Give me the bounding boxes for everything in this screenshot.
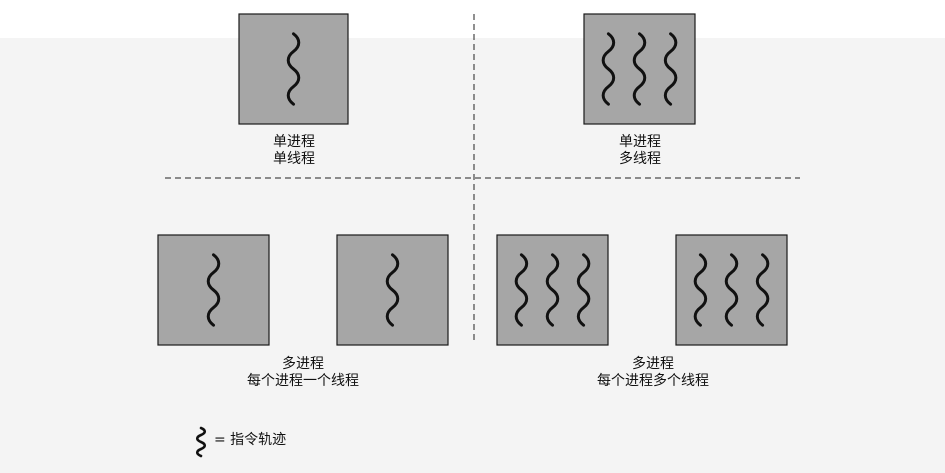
thread-icon (724, 253, 739, 327)
process-box-multi-thread (583, 13, 696, 125)
thread-icon (286, 32, 301, 106)
process-box-single-thread (238, 13, 349, 125)
label-line: 多进程 (632, 356, 674, 372)
process-box-multi-thread-a (496, 234, 609, 346)
label-multi-process-one-thread: 多进程 每个进程一个线程 (223, 356, 383, 390)
thread-icon (545, 253, 560, 327)
label-line: 每个进程一个线程 (247, 373, 359, 389)
thread-icon (632, 32, 647, 106)
thread-icon (514, 253, 529, 327)
thread-icon (693, 253, 708, 327)
wavy-thread-icon (195, 426, 207, 458)
label-line: 单线程 (273, 151, 315, 167)
process-box-one-thread-a (157, 234, 270, 346)
label-line: 每个进程多个线程 (597, 373, 709, 389)
thread-icon (385, 253, 400, 327)
label-multi-process-multi-thread: 多进程 每个进程多个线程 (573, 356, 733, 390)
label-single-process-multi-thread: 单进程 多线程 (600, 134, 680, 168)
label-line: 多线程 (619, 151, 661, 167)
thread-icon (576, 253, 591, 327)
thread-icon (755, 253, 770, 327)
label-line: 单进程 (273, 134, 315, 150)
label-line: 单进程 (619, 134, 661, 150)
process-box-one-thread-b (336, 234, 449, 346)
thread-icon (206, 253, 221, 327)
process-box-multi-thread-b (675, 234, 788, 346)
legend-text: = 指令轨迹 (214, 432, 287, 448)
label-single-process-single-thread: 单进程 单线程 (254, 134, 334, 168)
thread-icon (601, 32, 616, 106)
thread-icon (663, 32, 678, 106)
background-page (0, 38, 945, 473)
label-line: 多进程 (282, 356, 324, 372)
